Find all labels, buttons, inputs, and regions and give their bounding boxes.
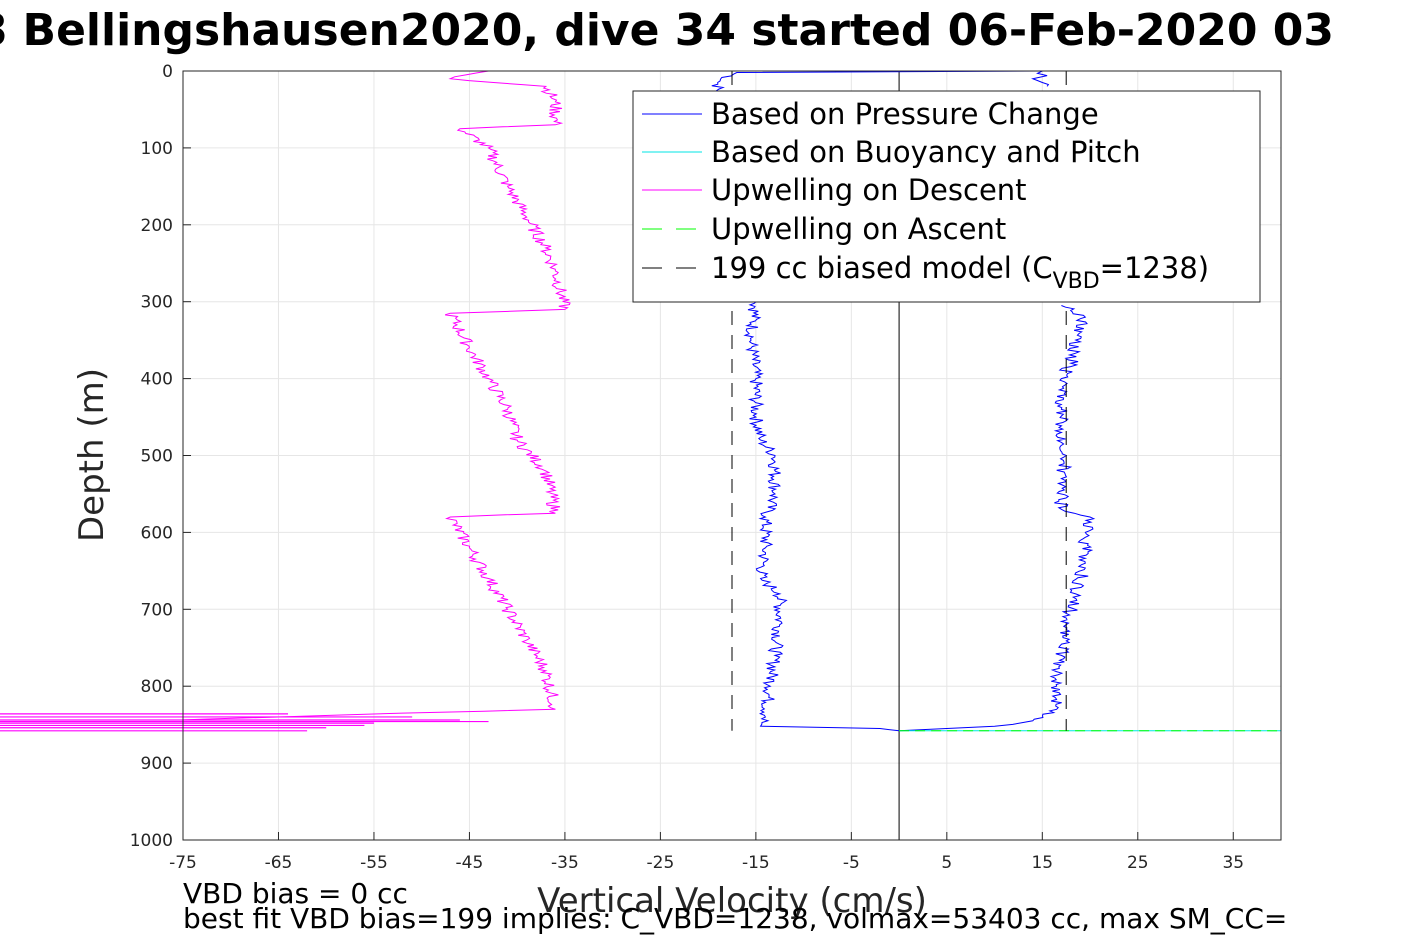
x-tick-label: 15 (1031, 853, 1053, 873)
y-tick-label: 500 (141, 447, 173, 467)
x-tick-label: -35 (551, 853, 579, 873)
y-tick-label: 600 (141, 523, 173, 543)
y-tick-label: 200 (141, 216, 173, 236)
y-tick-label: 400 (141, 370, 173, 390)
y-tick-label: 300 (141, 293, 173, 313)
legend-label-0: Based on Pressure Change (711, 97, 1099, 131)
y-tick-label: 100 (141, 139, 173, 159)
x-tick-label: -5 (843, 853, 860, 873)
legend-label-1: Based on Buoyancy and Pitch (711, 135, 1141, 169)
best-fit-note: best fit VBD bias=199 implies: C_VBD=123… (183, 902, 1287, 935)
x-tick-label: -75 (169, 853, 197, 873)
x-tick-label: -15 (742, 853, 770, 873)
overflow-group (0, 713, 489, 732)
series-line-2 (1031, 71, 1050, 87)
legend-subscript: VBD (1053, 269, 1100, 294)
chart-title: 58 Bellingshausen2020, dive 34 started 0… (0, 5, 1334, 56)
legend-label-3: Upwelling on Ascent (711, 212, 1006, 246)
y-tick-label: 1000 (130, 831, 173, 851)
y-tick-label: 0 (162, 62, 173, 82)
x-tick-label: -25 (647, 853, 675, 873)
y-tick-label: 700 (141, 600, 173, 620)
x-tick-label: -45 (456, 853, 484, 873)
legend-tail: =1238) (1100, 251, 1209, 285)
series-line-1 (899, 305, 1096, 732)
y-tick-label: 800 (141, 677, 173, 697)
x-tick-label: -65 (265, 853, 293, 873)
x-axis-label: Vertical Velocity (cm/s) (537, 881, 927, 921)
legend-label-2: Upwelling on Descent (711, 173, 1027, 207)
legend-box (632, 90, 1261, 303)
y-tick-label: 900 (141, 754, 173, 774)
y-axis-label: Depth (m) (72, 368, 112, 542)
x-tick-label: 5 (941, 853, 952, 873)
x-tick-label: -55 (360, 853, 388, 873)
x-tick-label: 35 (1222, 853, 1244, 873)
legend: Based on Pressure Change Based on Buoyanc… (632, 90, 1261, 303)
vbd-bias-note: VBD bias = 0 cc (183, 877, 408, 910)
ticks: -75 -65 -55 -45 -35 -25 -15 -5 5 15 25 350100200300… (130, 62, 1244, 873)
series-line-4 (183, 71, 571, 721)
x-tick-label: 25 (1127, 853, 1149, 873)
